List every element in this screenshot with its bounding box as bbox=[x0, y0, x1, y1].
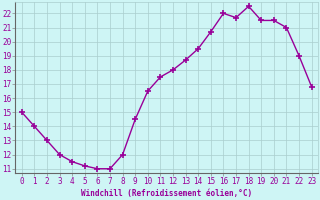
X-axis label: Windchill (Refroidissement éolien,°C): Windchill (Refroidissement éolien,°C) bbox=[81, 189, 252, 198]
